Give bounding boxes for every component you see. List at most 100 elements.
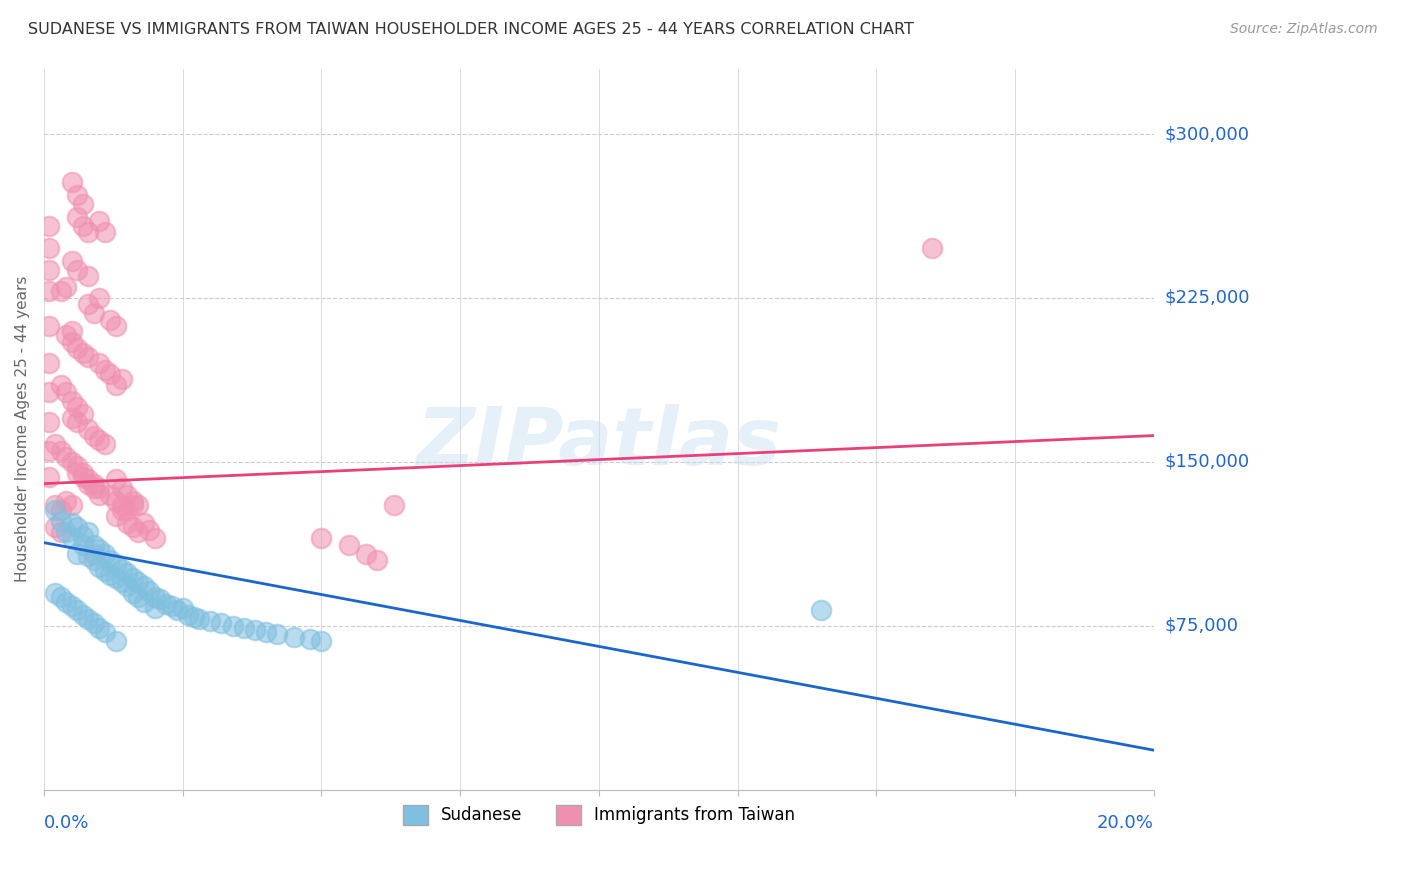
Point [382,499,405,513]
Point [105,571,128,585]
Point [72,219,94,233]
Point [232,621,254,635]
Point [810,603,832,617]
Point [105,494,128,508]
Point [77,524,100,539]
Text: $225,000: $225,000 [1166,289,1250,307]
Point [354,547,377,561]
Point [60,334,83,349]
Point [121,571,143,585]
Point [72,538,94,552]
Point [66,341,89,355]
Point [60,531,83,545]
Point [110,574,132,589]
Point [121,520,143,534]
Point [49,443,72,458]
Point [127,524,149,539]
Text: $150,000: $150,000 [1166,453,1250,471]
Point [49,503,72,517]
Point [77,297,100,311]
Point [177,607,200,622]
Point [60,599,83,613]
Point [83,476,105,491]
Point [55,594,77,608]
Point [60,455,83,469]
Point [166,603,188,617]
Point [66,210,89,224]
Point [299,632,322,646]
Point [77,612,100,626]
Point [72,470,94,484]
Point [66,416,89,430]
Point [100,568,122,582]
Point [83,428,105,442]
Point [132,594,155,608]
Point [221,618,243,632]
Point [366,553,388,567]
Point [38,285,60,299]
Point [110,503,132,517]
Point [138,523,160,537]
Point [83,306,105,320]
Point [72,466,94,480]
Point [55,328,77,343]
Point [89,487,111,501]
Point [105,472,128,486]
Point [72,529,94,543]
Point [77,350,100,364]
Point [121,494,143,508]
Point [38,443,60,458]
Point [44,586,66,600]
Point [100,553,122,567]
Point [38,241,60,255]
Point [94,437,117,451]
Point [66,459,89,474]
Point [55,280,77,294]
Point [127,591,149,605]
Point [83,538,105,552]
Point [60,175,83,189]
Point [89,621,111,635]
Point [100,312,122,326]
Point [172,601,194,615]
Point [83,553,105,567]
Text: 0.0%: 0.0% [44,814,89,832]
Point [105,509,128,524]
Point [49,378,72,392]
Point [89,291,111,305]
Point [283,630,305,644]
Text: ZIPatlas: ZIPatlas [416,404,782,483]
Point [132,516,155,530]
Point [143,601,166,615]
Point [94,226,117,240]
Point [138,583,160,598]
Point [266,627,288,641]
Point [311,634,333,648]
Point [337,538,360,552]
Text: 20.0%: 20.0% [1097,814,1154,832]
Point [66,400,89,414]
Point [66,603,89,617]
Point [60,411,83,425]
Text: Source: ZipAtlas.com: Source: ZipAtlas.com [1230,22,1378,37]
Legend: Sudanese, Immigrants from Taiwan: Sudanese, Immigrants from Taiwan [396,798,801,831]
Point [110,562,132,576]
Point [121,499,143,513]
Point [38,384,60,399]
Point [38,416,60,430]
Point [44,499,66,513]
Point [38,219,60,233]
Point [89,214,111,228]
Point [115,579,138,593]
Point [110,481,132,495]
Point [77,472,100,486]
Point [77,476,100,491]
Point [94,547,117,561]
Point [105,378,128,392]
Point [60,516,83,530]
Point [115,566,138,581]
Point [83,616,105,631]
Point [105,634,128,648]
Point [77,269,100,284]
Point [143,531,166,545]
